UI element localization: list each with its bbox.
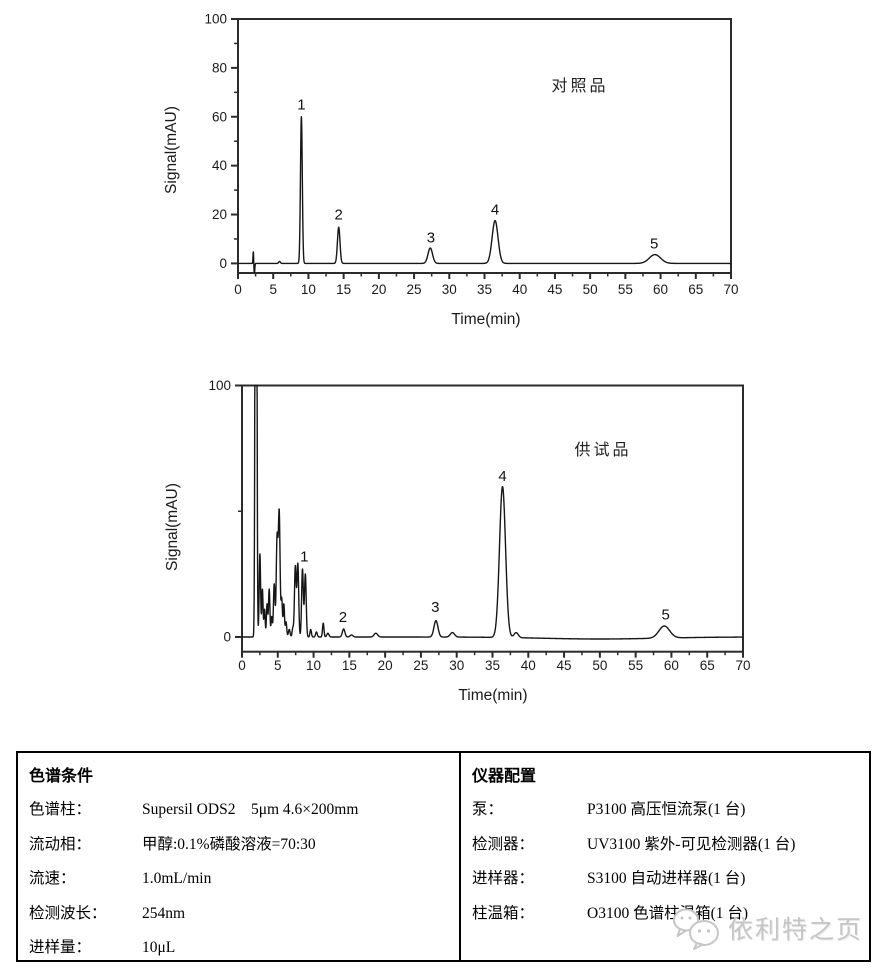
table-row: 检测器： UV3100 紫外-可见检测器(1 台) (472, 832, 869, 854)
row-value: 甲醇:0.1%磷酸溶液=70:30 (142, 835, 316, 853)
row-value: 10μL (142, 939, 176, 956)
row-value: Supersil ODS2 5μm 4.6×200mm (142, 801, 359, 818)
svg-text:对照品: 对照品 (551, 77, 608, 95)
svg-text:40: 40 (521, 658, 536, 673)
table-row: 流动相： 甲醇:0.1%磷酸溶液=70:30 (29, 832, 459, 854)
watermark-text: 依利特之页 (727, 916, 863, 944)
svg-text:1: 1 (297, 96, 305, 113)
svg-text:80: 80 (212, 60, 227, 75)
svg-text:15: 15 (342, 658, 357, 673)
table-row: 进样量： 10μL (29, 935, 459, 957)
row-value: 1.0mL/min (142, 870, 212, 887)
table-row: 进样器： S3100 自动进样器(1 台) (472, 866, 869, 888)
table-row: 色谱柱： Supersil ODS2 5μm 4.6×200mm (29, 797, 459, 819)
svg-text:50: 50 (592, 658, 607, 673)
svg-text:2: 2 (335, 206, 343, 223)
svg-text:5: 5 (269, 282, 277, 297)
table-row: 检测波长： 254nm (29, 901, 459, 923)
reference-chromatogram: 0 5 10 15 20 25 30 35 40 45 50 55 60 65 70020406080100… (163, 12, 739, 329)
svg-text:3: 3 (431, 599, 439, 616)
table-row: 泵： P3100 高压恒流泵(1 台) (472, 797, 869, 819)
row-label: 流速： (29, 870, 76, 887)
svg-text:100: 100 (208, 378, 231, 393)
svg-text:5: 5 (274, 658, 282, 673)
svg-text:100: 100 (204, 12, 227, 27)
svg-text:20: 20 (378, 658, 393, 673)
svg-text:70: 70 (735, 658, 750, 673)
svg-text:55: 55 (628, 658, 643, 673)
svg-text:1: 1 (300, 549, 308, 566)
watermark: 依利特之页 (671, 906, 863, 950)
conditions-header: 色谱条件 (29, 768, 94, 785)
wechat-logo-icon (672, 908, 719, 950)
svg-text:25: 25 (413, 658, 428, 673)
svg-text:20: 20 (212, 207, 227, 222)
svg-text:45: 45 (547, 282, 562, 297)
sample-chromatogram: 0 5 10 15 20 25 30 35 40 45 50 55 60 65 70010012345供试品… (164, 378, 751, 704)
svg-text:25: 25 (407, 282, 422, 297)
row-value: UV3100 紫外-可见检测器(1 台) (587, 835, 796, 853)
row-label: 检测器： (472, 835, 535, 853)
svg-text:35: 35 (477, 282, 492, 297)
row-label: 流动相： (29, 835, 92, 853)
svg-text:5: 5 (662, 606, 670, 623)
chromatographic-conditions-cell: 色谱条件 色谱柱： Supersil ODS2 5μm 4.6×200mm 流动相… (18, 753, 459, 960)
svg-text:0: 0 (238, 658, 246, 673)
row-label: 泵： (472, 801, 504, 818)
row-label: 进样量： (29, 939, 92, 956)
instruments-header: 仪器配置 (472, 768, 537, 785)
svg-text:60: 60 (212, 109, 227, 124)
svg-text:60: 60 (653, 282, 668, 297)
conditions-table: 色谱条件 色谱柱： Supersil ODS2 5μm 4.6×200mm 流动相… (16, 751, 871, 962)
row-value: P3100 高压恒流泵(1 台) (587, 801, 746, 818)
svg-text:0: 0 (234, 282, 242, 297)
svg-text:0: 0 (219, 256, 227, 271)
table-row: 流速： 1.0mL/min (29, 866, 459, 888)
svg-text:0: 0 (223, 630, 231, 645)
svg-text:Time(min): Time(min) (451, 311, 520, 328)
svg-text:10: 10 (306, 658, 321, 673)
row-label: 色谱柱： (29, 801, 92, 818)
svg-text:35: 35 (485, 658, 500, 673)
svg-text:20: 20 (371, 282, 386, 297)
svg-text:65: 65 (700, 658, 715, 673)
svg-text:45: 45 (557, 658, 572, 673)
svg-text:40: 40 (512, 282, 527, 297)
svg-text:3: 3 (427, 230, 435, 247)
svg-text:Signal(mAU): Signal(mAU) (163, 106, 180, 194)
svg-text:30: 30 (449, 658, 464, 673)
svg-text:65: 65 (688, 282, 703, 297)
svg-text:10: 10 (301, 282, 316, 297)
svg-text:4: 4 (491, 202, 499, 219)
svg-text:40: 40 (212, 158, 227, 173)
svg-text:30: 30 (442, 282, 457, 297)
row-label: 柱温箱： (472, 904, 535, 922)
row-label: 检测波长： (29, 904, 107, 922)
svg-text:5: 5 (650, 236, 658, 253)
row-value: S3100 自动进样器(1 台) (587, 870, 746, 887)
svg-text:2: 2 (339, 609, 347, 626)
instrument-configuration-cell: 仪器配置 泵： P3100 高压恒流泵(1 台) 检测器： UV3100 紫外-可见… (459, 753, 869, 960)
svg-text:Signal(mAU): Signal(mAU) (164, 483, 181, 571)
svg-text:供试品: 供试品 (574, 441, 631, 459)
svg-text:60: 60 (664, 658, 679, 673)
svg-text:70: 70 (723, 282, 738, 297)
svg-text:15: 15 (336, 282, 351, 297)
row-value: 254nm (142, 904, 186, 922)
row-label: 进样器： (472, 870, 535, 887)
svg-text:55: 55 (618, 282, 633, 297)
svg-text:4: 4 (498, 468, 506, 485)
svg-text:50: 50 (583, 282, 598, 297)
svg-text:Time(min): Time(min) (458, 687, 527, 704)
